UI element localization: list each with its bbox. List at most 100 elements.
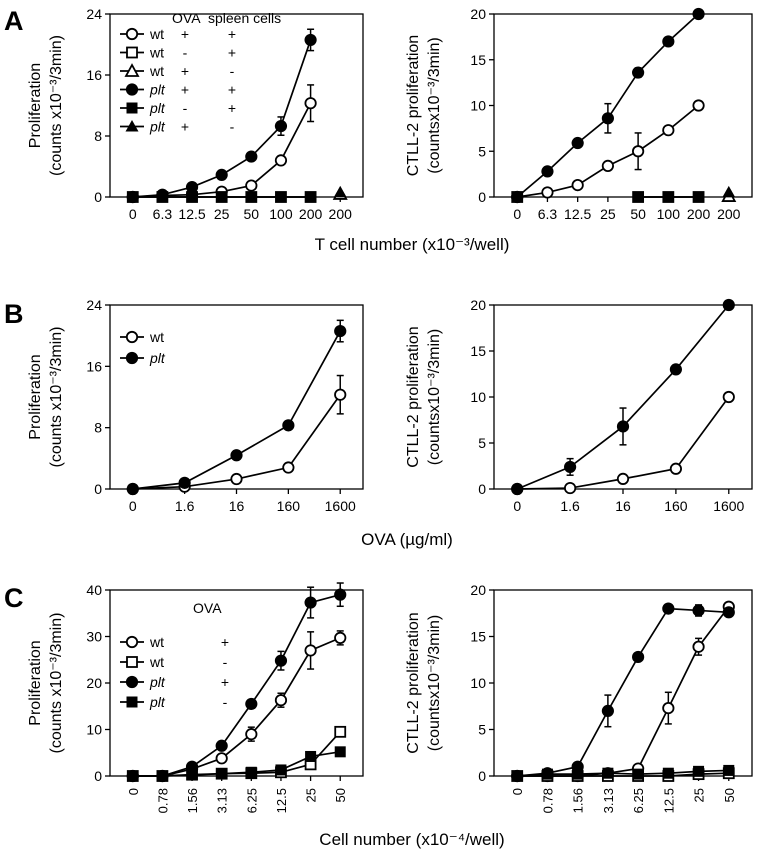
- chart-c-left: 0 10 20 30 40 Proliferation (counts x10⁻³/3min…: [27, 582, 364, 813]
- y-tick-label: 20: [470, 6, 486, 22]
- y-axis-ticks: 0 8 16 24: [86, 6, 110, 205]
- x-tick-label: 0: [129, 206, 137, 222]
- data-point: [692, 7, 705, 21]
- data-point: [632, 66, 645, 79]
- series-line: [517, 607, 729, 777]
- data-point: [275, 764, 287, 776]
- y-tick-label: 16: [86, 67, 102, 83]
- y-tick-label: 10: [470, 675, 486, 691]
- panel-label-b: B: [4, 299, 24, 329]
- y-tick-label: 24: [86, 297, 102, 313]
- series-square-filled: [511, 191, 705, 203]
- legend-entry: wt -: [120, 654, 228, 670]
- svg-text:B: B: [4, 299, 24, 329]
- x-tick-label: 50: [333, 788, 348, 802]
- series-circle-open: [126, 374, 347, 496]
- y-tick-label: 15: [470, 343, 486, 359]
- legend-label: wt: [149, 26, 164, 42]
- legend-flag: +: [228, 100, 236, 116]
- legend-entry: wt + +: [120, 26, 236, 42]
- legend-marker: [126, 102, 138, 114]
- legend-flag: -: [230, 119, 235, 135]
- legend-flag: +: [221, 674, 229, 690]
- x-tick-label: 6.3: [153, 206, 173, 222]
- data-point: [334, 631, 347, 644]
- series-circle-filled: [511, 602, 735, 783]
- x-tick-label: 16: [229, 498, 245, 514]
- data-point: [693, 765, 705, 777]
- data-point: [274, 119, 288, 133]
- series-triangle-filled: [333, 185, 347, 198]
- data-point: [334, 588, 347, 601]
- x-tick-label: 1.56: [571, 788, 586, 813]
- y-tick-label: 0: [478, 768, 486, 784]
- x-tick-label: 12.5: [274, 788, 289, 813]
- series-circle-filled: [511, 298, 735, 496]
- data-point: [215, 739, 228, 752]
- series-square-filled: [127, 191, 317, 203]
- legend-entry: plt -: [120, 694, 228, 710]
- data-point: [722, 606, 735, 619]
- svg-text:C: C: [4, 583, 24, 613]
- data-point: [245, 697, 258, 711]
- legend-b: wt plt: [120, 329, 166, 366]
- data-point: [662, 767, 674, 779]
- x-tick-label: 100: [657, 206, 681, 222]
- data-point: [156, 770, 168, 782]
- x-tick-label: 200: [329, 206, 353, 222]
- legend-entry: plt: [120, 350, 166, 366]
- y-axis-ticks: 0 5 10 15 20: [470, 6, 494, 205]
- data-point: [511, 482, 524, 496]
- data-point: [245, 728, 258, 741]
- legend-flag: +: [221, 634, 229, 650]
- data-point: [511, 770, 523, 782]
- data-point: [692, 640, 705, 653]
- data-point: [632, 145, 645, 158]
- x-tick-label: 100: [269, 206, 293, 222]
- y-label-line: (counts x10⁻³/3min): [48, 613, 65, 754]
- data-point: [632, 768, 644, 780]
- legend-label: wt: [149, 63, 164, 79]
- legend-entry: plt + -: [120, 119, 235, 135]
- series-circle-open: [511, 390, 735, 496]
- y-tick-label: 16: [86, 358, 102, 374]
- x-tick-label: 25: [304, 788, 319, 802]
- data-point: [185, 180, 199, 194]
- y-label-line: CTLL-2 proliferation: [405, 612, 422, 753]
- data-point: [662, 35, 675, 48]
- data-point: [572, 768, 584, 780]
- data-point: [275, 191, 287, 203]
- legend-flag: +: [228, 82, 236, 98]
- x-tick-label: 12.5: [178, 206, 205, 222]
- chart-b-right: 0 5 10 15 20 CTLL-2 proliferation (countsx10⁻³…: [405, 297, 753, 514]
- data-point: [216, 768, 228, 780]
- y-label-line: CTLL-2 proliferation: [405, 35, 422, 176]
- data-point: [601, 112, 614, 125]
- data-point: [632, 650, 645, 664]
- legend-label: plt: [149, 694, 166, 710]
- y-axis-ticks: 0 8 16 24: [86, 297, 110, 497]
- x-tick-label: 0: [126, 788, 141, 795]
- legend-label: wt: [149, 654, 164, 670]
- legend-entry: wt - +: [120, 45, 236, 61]
- y-tick-label: 0: [478, 481, 486, 497]
- data-point: [564, 481, 577, 495]
- x-tick-label: 6.25: [244, 788, 259, 813]
- legend-marker: [125, 351, 139, 365]
- y-tick-label: 20: [470, 297, 486, 313]
- data-point: [616, 472, 630, 485]
- legend-flag: +: [181, 82, 189, 98]
- y-tick-label: 8: [94, 420, 102, 436]
- data-point: [127, 770, 139, 782]
- legend-marker: [126, 46, 138, 59]
- x-tick-label: 1600: [713, 498, 744, 514]
- legend-marker: [124, 63, 140, 77]
- svg-text:A: A: [4, 6, 24, 36]
- data-point: [274, 154, 288, 167]
- plot-frame: [493, 13, 753, 198]
- legend-marker: [125, 635, 139, 649]
- xlabel-a: T cell number (x10⁻³/well): [315, 235, 510, 254]
- data-point: [541, 768, 553, 780]
- y-tick-label: 5: [478, 435, 486, 451]
